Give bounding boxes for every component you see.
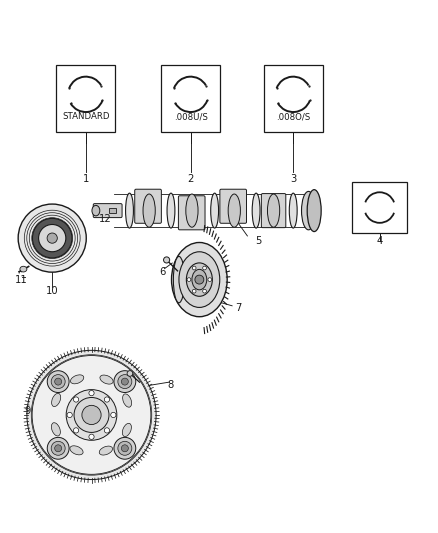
Text: 3: 3	[290, 174, 297, 184]
Text: .008U/S: .008U/S	[174, 112, 208, 121]
Circle shape	[31, 354, 152, 475]
Ellipse shape	[92, 205, 100, 216]
Circle shape	[82, 405, 101, 425]
Text: 10: 10	[46, 286, 59, 295]
Circle shape	[39, 224, 66, 252]
Circle shape	[192, 289, 196, 293]
Circle shape	[118, 441, 132, 455]
Circle shape	[47, 438, 69, 459]
Circle shape	[89, 434, 94, 439]
Circle shape	[47, 370, 69, 392]
Ellipse shape	[20, 266, 27, 272]
Ellipse shape	[122, 423, 131, 437]
Circle shape	[32, 219, 72, 258]
Circle shape	[74, 397, 79, 402]
Text: 1: 1	[83, 174, 89, 184]
Ellipse shape	[252, 193, 260, 228]
Circle shape	[104, 428, 110, 433]
Circle shape	[55, 378, 62, 385]
Circle shape	[121, 378, 128, 385]
Ellipse shape	[186, 263, 212, 296]
Circle shape	[208, 278, 212, 281]
Ellipse shape	[143, 194, 155, 227]
Circle shape	[47, 233, 57, 243]
Circle shape	[89, 391, 94, 395]
Circle shape	[51, 375, 65, 389]
Bar	[109, 208, 116, 213]
Ellipse shape	[99, 446, 113, 455]
Bar	[353, 182, 407, 233]
Text: 5: 5	[255, 236, 261, 246]
Ellipse shape	[52, 393, 61, 407]
Circle shape	[121, 445, 128, 452]
Circle shape	[67, 413, 72, 417]
Circle shape	[192, 266, 196, 270]
Ellipse shape	[123, 394, 132, 407]
Ellipse shape	[71, 375, 84, 384]
Ellipse shape	[51, 423, 60, 436]
Bar	[264, 64, 323, 132]
Ellipse shape	[289, 193, 297, 228]
Circle shape	[74, 428, 79, 433]
Ellipse shape	[126, 193, 134, 228]
Ellipse shape	[307, 190, 321, 231]
Circle shape	[32, 356, 151, 474]
Ellipse shape	[127, 370, 133, 376]
Circle shape	[55, 445, 62, 452]
Text: 2: 2	[187, 174, 194, 184]
Ellipse shape	[163, 257, 170, 263]
Circle shape	[51, 441, 65, 455]
Circle shape	[111, 413, 116, 417]
Ellipse shape	[192, 269, 207, 290]
Circle shape	[66, 390, 117, 440]
Text: 6: 6	[159, 266, 166, 277]
Ellipse shape	[100, 375, 113, 384]
Ellipse shape	[173, 256, 184, 303]
Text: 12: 12	[99, 214, 112, 224]
Text: STANDARD: STANDARD	[62, 112, 110, 121]
FancyBboxPatch shape	[93, 204, 122, 217]
Ellipse shape	[167, 193, 175, 228]
FancyBboxPatch shape	[178, 196, 205, 230]
Ellipse shape	[186, 194, 198, 227]
Bar	[161, 64, 220, 132]
Circle shape	[203, 266, 206, 270]
Ellipse shape	[172, 243, 227, 317]
Ellipse shape	[179, 252, 220, 308]
Ellipse shape	[211, 193, 219, 228]
Text: 7: 7	[236, 303, 242, 313]
Circle shape	[74, 398, 109, 432]
FancyBboxPatch shape	[135, 189, 161, 223]
Circle shape	[104, 397, 110, 402]
Ellipse shape	[301, 191, 315, 230]
Circle shape	[187, 278, 191, 281]
Circle shape	[18, 204, 86, 272]
Bar	[57, 64, 115, 132]
Ellipse shape	[228, 194, 240, 227]
Circle shape	[195, 275, 204, 284]
Text: 9: 9	[25, 407, 31, 416]
Ellipse shape	[70, 446, 83, 455]
FancyBboxPatch shape	[220, 189, 247, 223]
FancyBboxPatch shape	[261, 193, 286, 228]
Text: 4: 4	[377, 236, 383, 246]
Circle shape	[27, 350, 156, 480]
Circle shape	[114, 370, 136, 392]
Text: .008O/S: .008O/S	[276, 112, 311, 121]
Circle shape	[114, 438, 136, 459]
Circle shape	[118, 375, 132, 389]
Text: 11: 11	[15, 276, 28, 286]
Ellipse shape	[268, 194, 280, 227]
Text: 8: 8	[168, 380, 174, 390]
Circle shape	[203, 289, 206, 293]
